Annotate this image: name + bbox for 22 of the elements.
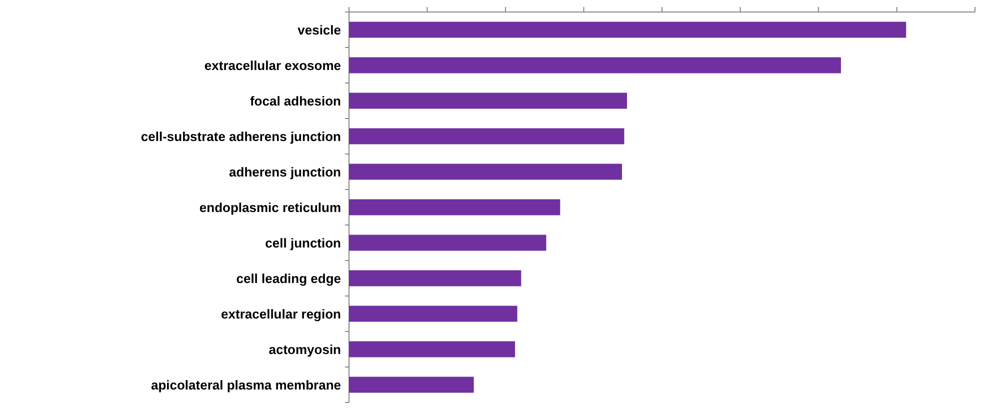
- bar: [349, 57, 841, 74]
- bar: [349, 270, 522, 286]
- bar: [349, 306, 518, 322]
- y-tick-label: apicolateral plasma membrane: [150, 377, 341, 392]
- bar: [349, 376, 474, 393]
- bar: [349, 164, 622, 180]
- y-tick-label: extracellular region: [221, 306, 342, 322]
- y-tick-label: adherens junction: [229, 164, 342, 180]
- y-tick-label: cell junction: [265, 235, 342, 250]
- bar: [349, 92, 628, 109]
- bar: [349, 199, 560, 216]
- y-tick-label: focal adhesion: [250, 93, 342, 108]
- y-tick-label: cell-substrate adherens junction: [140, 128, 342, 144]
- bar: [349, 341, 516, 358]
- bar: [349, 234, 546, 251]
- y-tick-label: endoplasmic reticulum: [199, 200, 341, 215]
- y-tick-label: extracellular exosome: [204, 58, 341, 73]
- bar: [349, 22, 906, 38]
- y-tick-label: vesicle: [298, 22, 341, 38]
- y-tick-label: cell leading edge: [236, 270, 341, 286]
- bar: [349, 128, 624, 144]
- y-tick-label: actomyosin: [268, 342, 342, 357]
